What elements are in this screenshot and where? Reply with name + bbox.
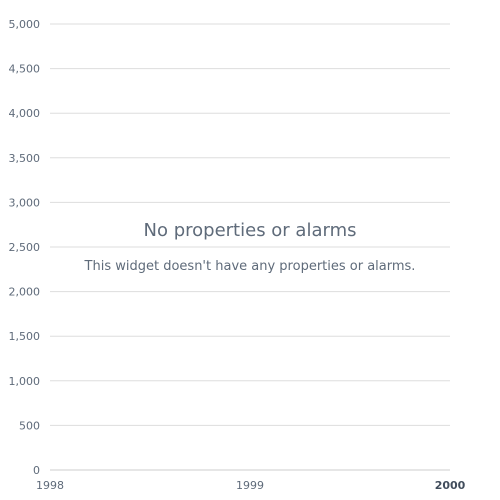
x-tick-label: 1999 xyxy=(236,479,264,492)
y-tick-label: 1,500 xyxy=(9,330,41,343)
x-axis-ticks: 1998 1999 2000 xyxy=(36,479,466,492)
y-gridlines xyxy=(50,23,450,471)
y-tick-label: 5,000 xyxy=(9,18,41,31)
y-tick-label: 500 xyxy=(19,419,40,432)
y-tick-label: 0 xyxy=(33,464,40,477)
y-tick-label: 3,500 xyxy=(9,152,41,165)
empty-state-message: This widget doesn't have any properties … xyxy=(84,259,416,274)
y-tick-label: 4,500 xyxy=(9,63,41,76)
x-tick-label: 1998 xyxy=(36,479,64,492)
y-tick-label: 2,000 xyxy=(9,286,41,299)
y-tick-label: 4,000 xyxy=(9,107,41,120)
x-tick-label: 2000 xyxy=(435,479,466,492)
y-tick-label: 3,000 xyxy=(9,196,41,209)
empty-state-title: No properties or alarms xyxy=(143,220,357,241)
y-axis-ticks: 0 500 1,000 1,500 2,000 2,500 3,000 3,500 4,000 4… xyxy=(9,18,41,477)
y-tick-label: 2,500 xyxy=(9,241,41,254)
y-tick-label: 1,000 xyxy=(9,375,41,388)
